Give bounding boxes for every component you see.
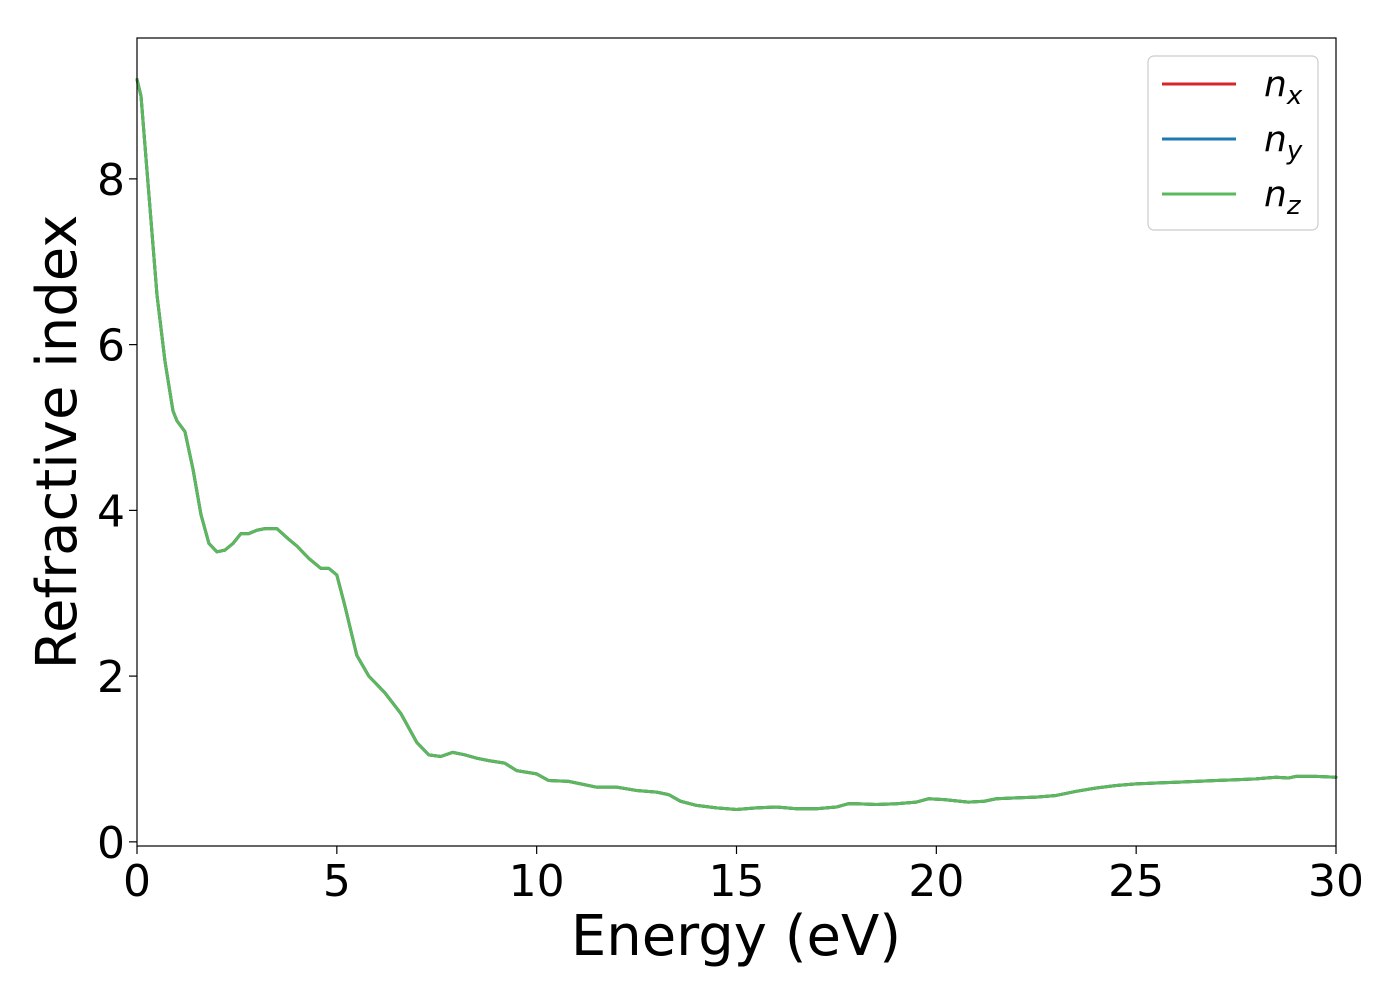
legend-box [1147,55,1319,231]
y-tick-label: 0 [97,818,125,869]
y-ticks: 0 2 4 6 8 [97,155,137,869]
x-tick-label: 15 [709,856,765,907]
legend-label-x: nx [1264,64,1303,111]
y-tick-label: 4 [97,486,125,537]
y-tick-label: 8 [97,155,125,206]
x-tick-label: 20 [908,856,964,907]
plot-background [137,38,1336,846]
y-axis-title: Refractive index [25,215,90,670]
legend-label-y: ny [1264,119,1303,166]
x-ticks: 0 5 10 15 20 25 30 [123,846,1364,907]
x-tick-label: 10 [509,856,565,907]
series-layer [135,77,1338,812]
x-tick-label: 5 [323,856,351,907]
y-tick-label: 2 [97,652,125,703]
y-tick-label: 6 [97,321,125,372]
series-line-n-z [135,77,1338,812]
x-tick-label: 25 [1108,856,1164,907]
legend: nx ny nz [1147,55,1319,231]
legend-label-z: nz [1264,174,1302,221]
x-axis-title: Energy (eV) [571,904,901,969]
x-tick-label: 30 [1308,856,1364,907]
x-tick-label: 0 [123,856,151,907]
